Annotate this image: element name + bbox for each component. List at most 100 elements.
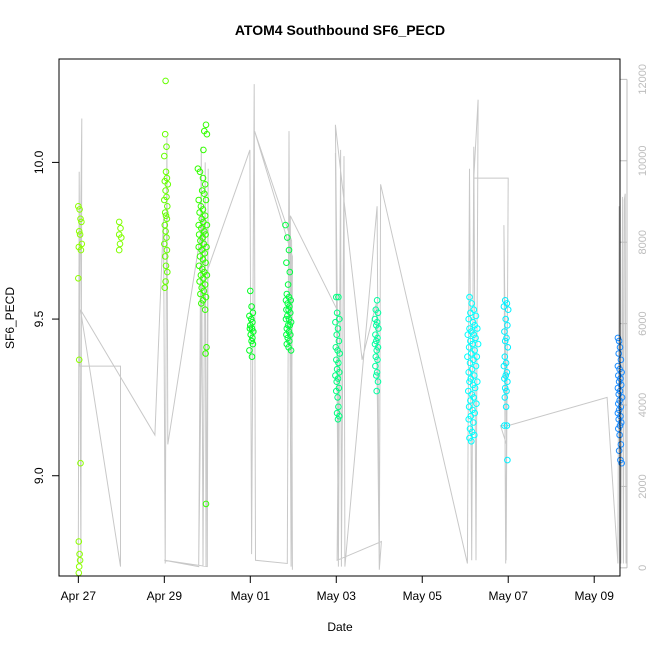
- data-point: [248, 325, 256, 332]
- x-tick-label: Apr 29: [147, 589, 183, 603]
- data-point: [334, 375, 342, 382]
- data-point: [472, 312, 480, 320]
- data-point: [76, 206, 83, 213]
- data-point: [76, 550, 83, 558]
- data-point: [197, 290, 204, 298]
- series-1: [75, 203, 86, 577]
- data-point: [615, 337, 623, 345]
- data-point: [286, 268, 294, 276]
- data-point: [76, 557, 84, 564]
- data-point: [198, 300, 205, 307]
- data-point: [373, 318, 381, 326]
- data-point: [161, 284, 169, 292]
- data-point: [473, 400, 480, 408]
- data-point: [471, 384, 479, 392]
- data-point: [333, 293, 340, 301]
- data-point: [503, 387, 510, 395]
- data-point: [248, 337, 255, 345]
- data-point: [202, 500, 210, 508]
- data-point: [161, 130, 169, 138]
- data-point: [201, 306, 209, 314]
- data-point: [163, 143, 170, 150]
- data-point: [196, 209, 203, 216]
- data-point: [161, 221, 169, 229]
- data-point: [75, 275, 82, 282]
- data-point: [468, 350, 475, 357]
- data-point: [162, 77, 169, 85]
- data-point: [202, 259, 209, 267]
- x-tick-label: May 03: [317, 589, 357, 603]
- data-point: [504, 306, 512, 314]
- data-point: [333, 378, 341, 386]
- y-tick-label: 10.0: [32, 150, 46, 174]
- data-point: [615, 447, 623, 455]
- data-point: [335, 359, 342, 367]
- data-point: [196, 278, 203, 285]
- data-point: [501, 353, 509, 361]
- data-point: [162, 278, 169, 285]
- data-point: [164, 181, 172, 188]
- data-point: [373, 369, 381, 376]
- data-point: [617, 441, 625, 448]
- data-point: [504, 344, 512, 351]
- y-axis-label: SF6_PECD: [3, 287, 17, 349]
- data-point: [75, 563, 83, 570]
- data-point: [249, 340, 257, 348]
- data-point: [117, 224, 124, 232]
- data-point: [334, 325, 342, 332]
- series-8: [371, 297, 382, 395]
- data-point: [332, 318, 339, 326]
- data-point: [118, 234, 125, 241]
- altitude-trace-line: [77, 84, 627, 570]
- data-point: [467, 397, 474, 404]
- data-point: [203, 243, 210, 251]
- data-point: [76, 231, 84, 238]
- data-point: [502, 372, 510, 379]
- data-point: [161, 253, 169, 260]
- data-point: [474, 340, 482, 348]
- y-tick-label: 9.0: [32, 467, 46, 484]
- data-point: [75, 356, 83, 364]
- right-tick-label: 0: [637, 565, 649, 571]
- data-point: [503, 369, 511, 376]
- data-point: [373, 337, 380, 345]
- altitude-trace-layer: [77, 84, 627, 570]
- data-point: [333, 331, 341, 339]
- data-point: [77, 459, 84, 467]
- data-point: [373, 372, 380, 379]
- data-point: [284, 312, 291, 320]
- data-point: [501, 384, 509, 392]
- right-tick-label: 8000: [637, 230, 649, 254]
- data-point: [202, 350, 209, 357]
- series-7: [332, 293, 344, 423]
- data-point: [161, 152, 168, 160]
- data-point: [285, 246, 293, 254]
- data-point: [163, 246, 171, 254]
- y-tick-label: 9.5: [32, 310, 46, 327]
- data-point: [617, 356, 625, 364]
- series-9: [464, 293, 482, 445]
- data-point: [373, 387, 381, 395]
- right-tick-label: 6000: [637, 311, 649, 335]
- data-point: [164, 268, 171, 276]
- data-point: [200, 275, 207, 282]
- data-point: [374, 378, 382, 386]
- data-point: [471, 431, 478, 439]
- data-point: [202, 196, 210, 204]
- data-point: [504, 322, 511, 329]
- data-point: [501, 394, 509, 401]
- data-point: [200, 146, 207, 154]
- data-point: [247, 322, 254, 329]
- data-point: [615, 350, 623, 357]
- data-point: [247, 315, 255, 323]
- data-point: [333, 387, 340, 395]
- x-tick-label: May 09: [575, 589, 615, 603]
- data-point: [203, 130, 211, 138]
- data-point: [465, 344, 473, 351]
- data-point: [502, 315, 510, 323]
- data-point: [283, 331, 290, 339]
- data-point: [465, 369, 473, 376]
- data-point: [615, 406, 623, 414]
- x-tick-label: May 07: [489, 589, 529, 603]
